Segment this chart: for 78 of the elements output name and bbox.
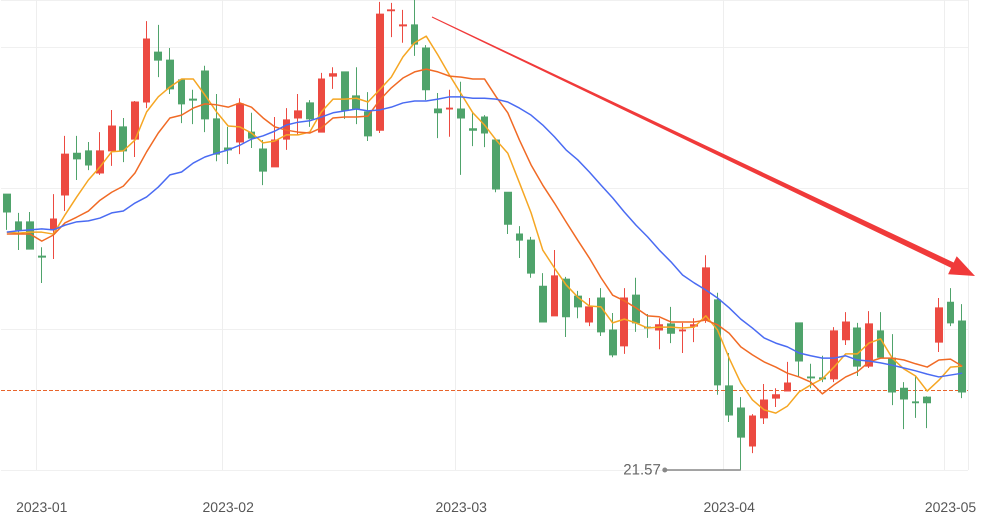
candlestick xyxy=(73,135,81,181)
candlestick xyxy=(457,81,465,176)
candlestick xyxy=(38,246,46,284)
candlestick xyxy=(923,396,931,429)
candlestick xyxy=(690,318,698,343)
candlestick xyxy=(329,66,337,90)
candlestick xyxy=(585,297,593,327)
candlestick xyxy=(935,297,943,353)
x-tick-label: 2023-04 xyxy=(703,499,756,515)
candlestick xyxy=(819,355,826,383)
candlestick xyxy=(236,98,244,155)
x-tick-label: 2023-02 xyxy=(202,499,254,515)
candlestick xyxy=(446,89,453,138)
candlestick xyxy=(888,334,896,406)
candlestick xyxy=(294,94,302,136)
candlestick xyxy=(749,414,756,454)
candlestick xyxy=(737,396,745,470)
candlestick xyxy=(306,100,314,128)
candlestick xyxy=(562,276,570,338)
candlestick xyxy=(632,277,640,332)
candlestick xyxy=(341,71,349,120)
candlestick xyxy=(143,20,150,109)
candlestick xyxy=(900,382,908,430)
candlestick xyxy=(597,288,605,337)
candlestick xyxy=(504,192,512,235)
candlestick xyxy=(364,92,372,142)
candlestick xyxy=(760,383,768,424)
candlestick xyxy=(154,24,162,78)
candlestick xyxy=(958,304,966,399)
candlestick xyxy=(213,94,220,162)
candlestick xyxy=(15,212,22,251)
candlestick xyxy=(527,236,535,278)
candlestick xyxy=(96,132,104,176)
x-tick-label: 2023-03 xyxy=(436,499,488,515)
candlestick xyxy=(574,290,582,319)
candlestick xyxy=(119,117,127,163)
candlestick xyxy=(376,1,384,134)
candlestick xyxy=(947,288,954,327)
candlestick xyxy=(166,47,174,94)
candlestick xyxy=(259,140,267,186)
candlestick xyxy=(842,312,850,346)
candlestick xyxy=(609,312,617,358)
candlestick xyxy=(679,322,686,354)
candlestick xyxy=(131,100,139,158)
annotation: 21.57 xyxy=(623,462,661,478)
candlestick xyxy=(772,388,780,408)
candlestick xyxy=(807,363,815,389)
candlestick xyxy=(189,89,197,125)
candlestick xyxy=(201,65,209,133)
candlestick xyxy=(912,376,919,418)
candlestick xyxy=(50,194,57,260)
candlestick xyxy=(725,352,733,423)
candlestick xyxy=(61,135,69,212)
x-tick-label: 2023-05 xyxy=(924,499,976,515)
candlestick xyxy=(178,78,185,124)
candlestick xyxy=(702,254,710,324)
candlestick xyxy=(492,140,500,193)
candlestick xyxy=(714,292,721,396)
candlestick xyxy=(434,92,442,139)
candlestick xyxy=(422,44,430,101)
candlestick xyxy=(271,116,279,168)
candlestick xyxy=(108,109,116,166)
candlestick xyxy=(411,0,418,56)
candlestick xyxy=(3,194,11,230)
candlestick xyxy=(877,312,884,359)
candlestick xyxy=(469,112,477,147)
candlestick xyxy=(539,272,547,322)
candlestick xyxy=(551,250,558,316)
candlestick xyxy=(620,288,628,354)
candlestick xyxy=(784,361,791,392)
candlestick xyxy=(795,322,803,378)
candlestick xyxy=(516,226,523,259)
x-tick-label: 2023-01 xyxy=(16,499,68,515)
candlestick xyxy=(387,2,395,38)
candlestick xyxy=(853,322,861,376)
candlestick xyxy=(85,141,92,171)
candlestick xyxy=(399,9,407,44)
candlestick xyxy=(830,326,838,383)
